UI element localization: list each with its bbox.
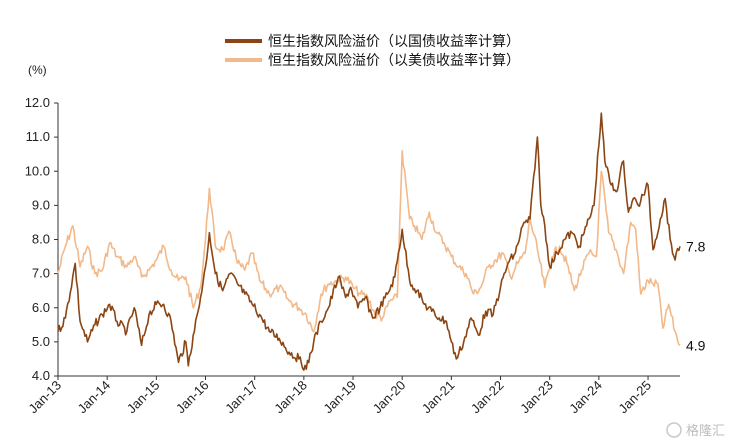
x-tick-label: Jan-24 bbox=[566, 378, 605, 417]
x-tick-label: Jan-16 bbox=[173, 378, 212, 417]
end-label-govt-bond: 7.8 bbox=[686, 238, 706, 254]
series-lines bbox=[57, 112, 681, 371]
x-tick-label: Jan-14 bbox=[75, 378, 114, 417]
x-tick-label: Jan-18 bbox=[271, 378, 310, 417]
watermark: 格隆汇 bbox=[666, 422, 725, 439]
y-tick-label: 10.0 bbox=[25, 163, 50, 178]
x-tick-label: Jan-19 bbox=[320, 378, 359, 417]
y-tick-label: 12.0 bbox=[25, 95, 50, 110]
legend-label-us-treasury: 恒生指数风险溢价（以美债收益率计算） bbox=[268, 52, 520, 69]
y-axis-unit-label: (%) bbox=[28, 63, 47, 77]
y-tick-label: 9.0 bbox=[32, 197, 50, 212]
x-tick-label: Jan-23 bbox=[517, 378, 556, 417]
y-tick-label: 4.0 bbox=[32, 368, 50, 383]
x-tick-label: Jan-25 bbox=[615, 378, 654, 417]
y-tick-label: 6.0 bbox=[32, 300, 50, 315]
x-tick-label: Jan-17 bbox=[222, 378, 261, 417]
y-tick-label: 7.0 bbox=[32, 266, 50, 281]
end-value-labels: 7.8 4.9 bbox=[686, 238, 706, 353]
series-line-govt-bond bbox=[57, 112, 681, 371]
watermark-text: 格隆汇 bbox=[686, 423, 725, 439]
legend-label-govt-bond: 恒生指数风险溢价（以国债收益率计算） bbox=[268, 33, 520, 50]
y-tick-label: 11.0 bbox=[26, 129, 50, 144]
end-label-us-treasury: 4.9 bbox=[686, 337, 706, 353]
x-tick-label: Jan-22 bbox=[468, 378, 507, 417]
legend: 恒生指数风险溢价（以国债收益率计算） 恒生指数风险溢价（以美债收益率计算） bbox=[225, 33, 520, 69]
x-tick-label: Jan-21 bbox=[419, 378, 458, 417]
y-tick-label: 5.0 bbox=[32, 334, 50, 349]
series-line-us-treasury bbox=[57, 150, 681, 346]
y-axis: 4.0 5.0 6.0 7.0 8.0 9.0 10.0 11.0 12.0 bbox=[25, 95, 59, 383]
x-tick-label: Jan-15 bbox=[124, 378, 163, 417]
y-tick-label: 8.0 bbox=[32, 232, 50, 247]
x-tick-label: Jan-20 bbox=[370, 378, 409, 417]
watermark-logo-icon bbox=[666, 422, 682, 438]
x-axis: Jan-13 Jan-14 Jan-15 Jan-16 Jan-17 Jan-18 Jan-… bbox=[25, 375, 680, 417]
x-tick-label: Jan-13 bbox=[25, 378, 64, 417]
